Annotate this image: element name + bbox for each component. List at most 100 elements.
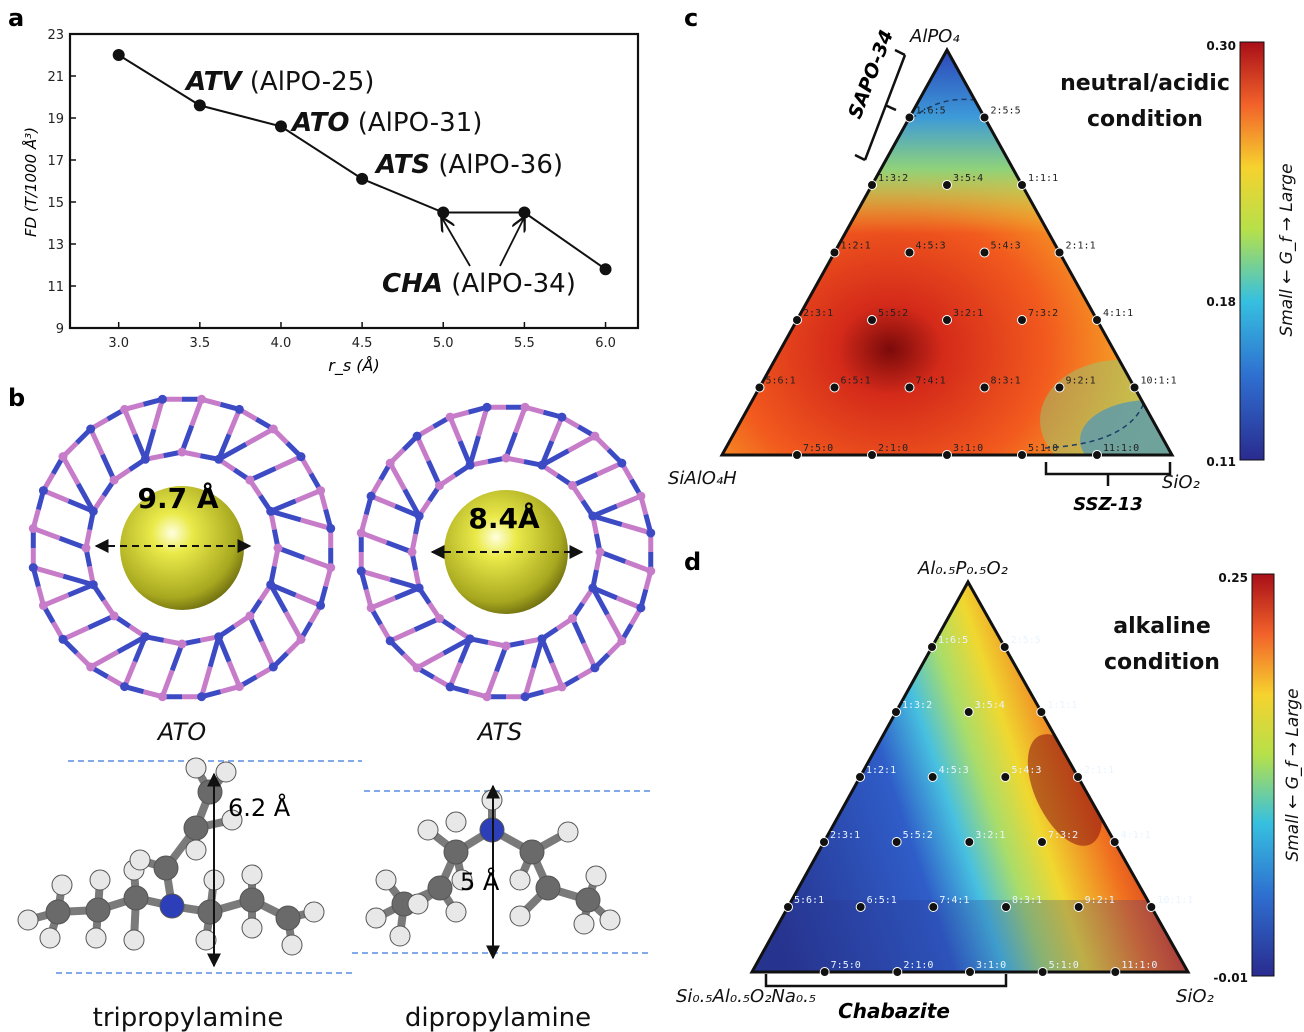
corner-left: SiAlO₄H [668,468,737,489]
corner-left: Si₀.₅Al₀.₅O₂Na₀.₅ [676,986,816,1007]
atom [567,481,577,491]
bond [581,642,598,669]
hydrogen-atom [89,869,111,891]
atom [412,431,422,441]
hydrogen-atom [185,839,207,861]
bond [151,398,165,430]
ats-diameter-label: 8.4Å [468,501,540,535]
composition-label: 7:4:1 [916,376,946,387]
atom [414,511,424,521]
x-tick-label: 6.0 [595,336,616,351]
y-tick-label: 15 [47,196,64,211]
atom [501,453,511,463]
bond [360,568,391,582]
hydrogen-atom [85,927,107,949]
annotation-ato: ATO (AlPO-31) [290,108,482,138]
framework-ats: 8.4Å ATS [356,402,656,746]
bond [414,435,431,462]
atom [482,402,492,412]
sapo34-bracket [854,48,907,162]
carbon-atom [123,885,149,911]
y-tick-labels: 9 11 13 15 17 19 21 23 [47,28,76,337]
hydrogen-atom [303,901,325,923]
bond [226,408,242,436]
bond [67,582,95,598]
atom [316,600,326,610]
composition-point [855,902,866,912]
composition-label: 1:6:5 [916,106,946,117]
bond [269,582,297,598]
atom [595,547,605,557]
bond [247,614,264,643]
atom [465,634,475,644]
atom [266,580,276,590]
carbon-atom [519,839,545,865]
atom [646,566,656,576]
bond [60,455,81,486]
bond [294,488,322,504]
composition-point [819,967,830,977]
bond [32,526,61,541]
cb-min: 0.11 [1206,455,1236,469]
atom [273,543,283,553]
composition-point [904,112,915,123]
bond [132,433,148,461]
atom [109,475,119,485]
composition-label: 1:6:5 [938,635,968,646]
hydrogen-atom [241,917,263,939]
ats-ring [356,402,656,702]
hydrogen-atom [375,869,397,891]
composition-label: 5:5:2 [878,308,908,319]
atom [636,603,646,613]
ternary-c: 1:6:5 2:5:5 1:3:2 3:5:4 1:1:1 1:2:1 4:5:3 5:4:3… [668,26,1297,515]
hydrogen-atom [123,929,145,951]
atom [412,663,422,673]
y-tick-label: 17 [47,154,64,169]
bond [476,406,490,437]
ssz13-bracket [1044,462,1172,486]
atom [482,692,492,702]
composition-label: 1:1:1 [1028,173,1058,184]
bond [531,638,545,669]
composition-point [1146,902,1157,912]
atom [177,447,187,457]
bond [402,488,422,518]
bond [160,669,175,698]
composition-point [867,180,877,190]
composition-label: 8:3:1 [991,376,1021,387]
annotation-cha: CHA (AlPO-34) [382,269,576,299]
composition-point [819,837,829,847]
atom [646,528,656,538]
condition-line1: alkaline [1113,614,1211,639]
bond [259,640,276,669]
panel-label-a: a [8,4,24,32]
atom [326,563,336,573]
bond [567,433,597,453]
bond [621,522,652,536]
composition-label: 1:3:2 [902,700,932,711]
bond [32,565,64,579]
hydrogen-atom [215,761,237,783]
atom [88,506,98,516]
atom [296,452,306,462]
data-point [437,206,450,219]
bond [88,427,105,456]
bond [169,643,185,672]
hydrogen-atom [451,869,473,891]
bond [199,666,213,698]
atom [385,458,395,468]
atom [520,692,530,702]
hydrogen-atom [557,821,579,843]
carbon-atom [197,899,223,925]
atom [537,634,547,644]
composition-label: 5:6:1 [794,895,824,906]
composition-point [1073,902,1084,912]
composition-label: 2:5:5 [991,106,1021,117]
height-label: 6.2 Å [228,793,291,822]
bond [387,461,407,491]
bond [513,406,528,434]
composition-label: 2:1:0 [903,960,933,971]
bond [596,460,623,477]
composition-label: 3:5:4 [975,700,1005,711]
carbon-atom [535,875,561,901]
